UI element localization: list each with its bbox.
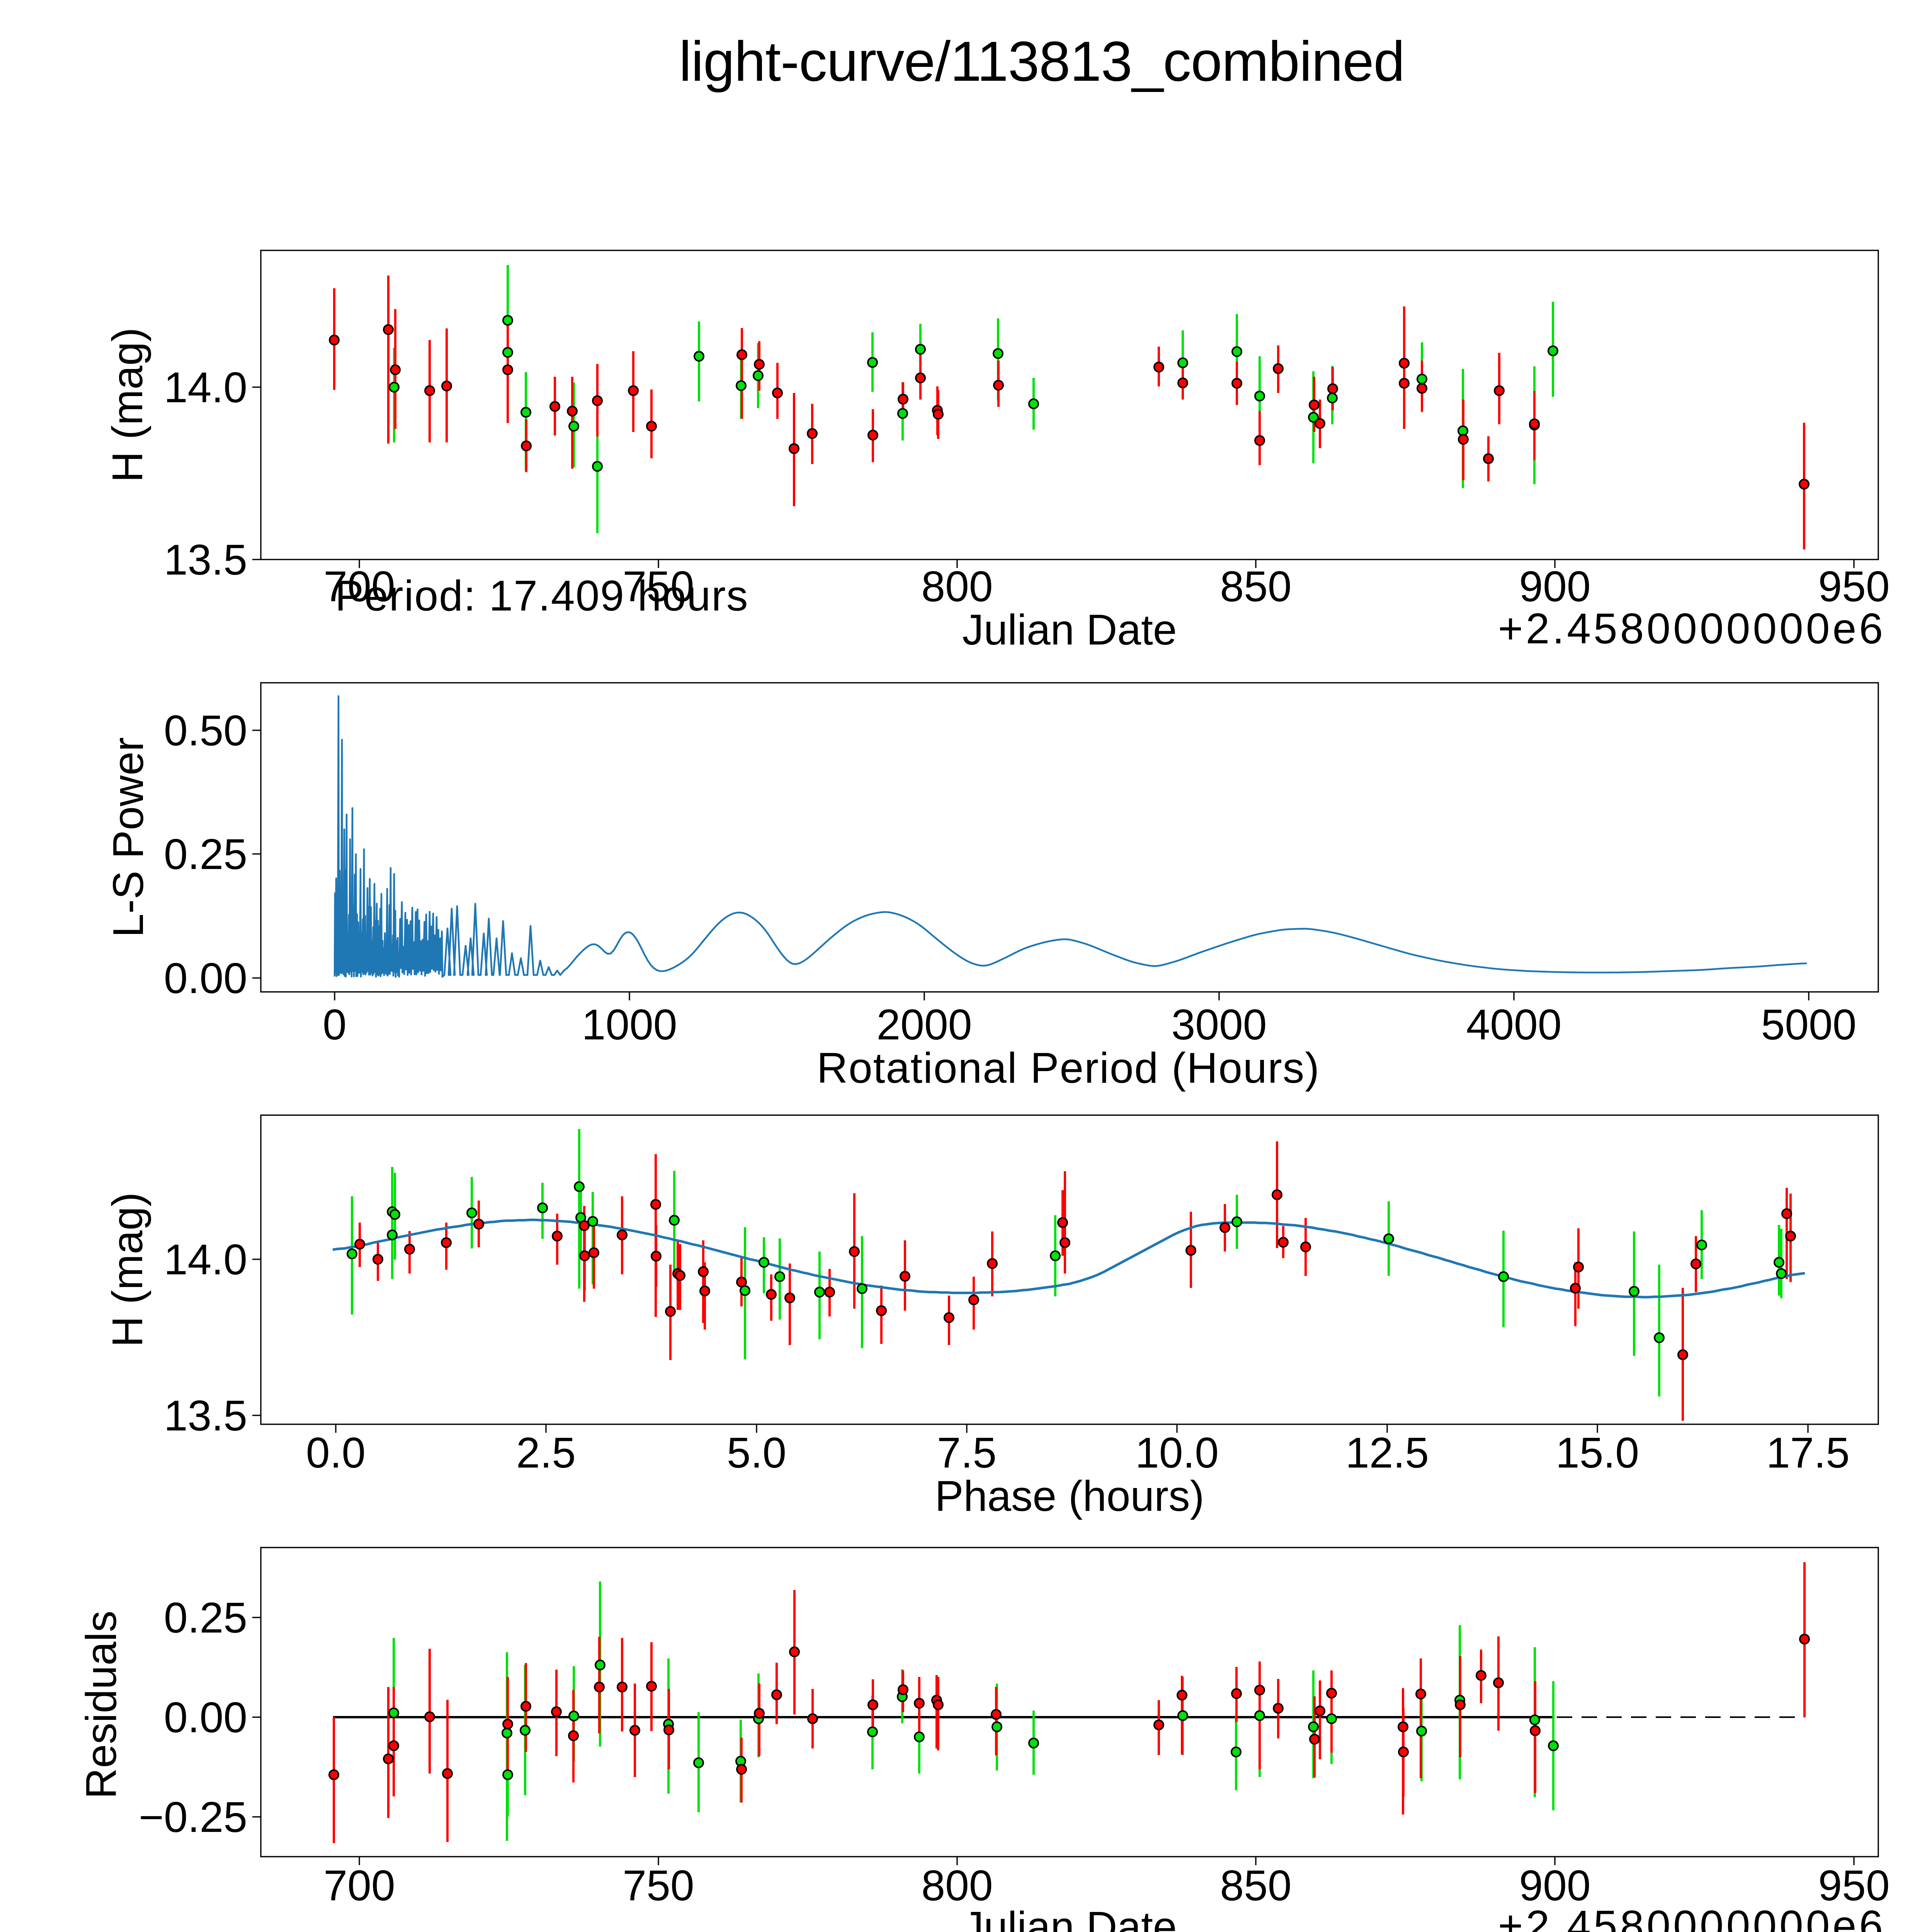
svg-text:5.0: 5.0 [727, 1429, 786, 1477]
svg-text:4000: 4000 [1466, 1001, 1562, 1049]
svg-text:850: 850 [1220, 1862, 1291, 1910]
svg-text:0.0: 0.0 [306, 1429, 366, 1477]
svg-text:800: 800 [921, 563, 993, 611]
svg-text:10.0: 10.0 [1135, 1429, 1219, 1477]
svg-text:5000: 5000 [1761, 1001, 1857, 1049]
svg-text:0: 0 [323, 1001, 347, 1049]
svg-text:Residuals: Residuals [77, 1611, 125, 1799]
svg-text:7.5: 7.5 [937, 1429, 997, 1477]
svg-text:2.5: 2.5 [516, 1429, 576, 1477]
svg-text:13.5: 13.5 [164, 1392, 247, 1440]
svg-text:2000: 2000 [877, 1001, 972, 1049]
svg-text:+2.4580000000e6: +2.4580000000e6 [1498, 1902, 1886, 1932]
svg-text:−0.25: −0.25 [139, 1793, 247, 1841]
svg-text:Julian Date: Julian Date [962, 606, 1177, 654]
svg-text:H (mag): H (mag) [104, 328, 151, 483]
svg-text:800: 800 [921, 1862, 993, 1910]
svg-text:0.50: 0.50 [164, 707, 247, 755]
svg-text:900: 900 [1519, 563, 1590, 611]
svg-text:14.0: 14.0 [164, 364, 247, 412]
svg-text:L-S Power: L-S Power [104, 737, 152, 937]
svg-text:0.00: 0.00 [164, 954, 247, 1002]
svg-text:700: 700 [323, 1862, 395, 1910]
svg-text:15.0: 15.0 [1556, 1429, 1639, 1477]
svg-text:700: 700 [323, 563, 395, 611]
svg-text:750: 750 [622, 563, 694, 611]
svg-text:3000: 3000 [1172, 1001, 1267, 1049]
svg-text:Phase (hours): Phase (hours) [935, 1472, 1204, 1520]
svg-text:0.25: 0.25 [164, 830, 247, 878]
svg-text:950: 950 [1818, 563, 1889, 611]
svg-text:H (mag): H (mag) [104, 1192, 151, 1347]
svg-text:750: 750 [622, 1862, 694, 1910]
svg-text:0.25: 0.25 [164, 1594, 247, 1642]
svg-text:light-curve/113813_combined: light-curve/113813_combined [679, 30, 1405, 93]
svg-text:1000: 1000 [582, 1001, 677, 1049]
svg-text:850: 850 [1220, 563, 1291, 611]
svg-text:Rotational Period (Hours): Rotational Period (Hours) [817, 1044, 1320, 1092]
svg-text:Julian Date: Julian Date [962, 1903, 1177, 1932]
svg-text:12.5: 12.5 [1345, 1429, 1429, 1477]
svg-text:+2.4580000000e6: +2.4580000000e6 [1498, 605, 1886, 653]
svg-text:950: 950 [1818, 1862, 1889, 1910]
svg-text:0.00: 0.00 [164, 1694, 247, 1742]
svg-text:14.0: 14.0 [164, 1236, 247, 1284]
svg-text:900: 900 [1519, 1862, 1590, 1910]
svg-text:Period: 17.409 hours: Period: 17.409 hours [335, 572, 749, 620]
svg-text:13.5: 13.5 [164, 536, 247, 584]
svg-text:17.5: 17.5 [1766, 1429, 1850, 1477]
